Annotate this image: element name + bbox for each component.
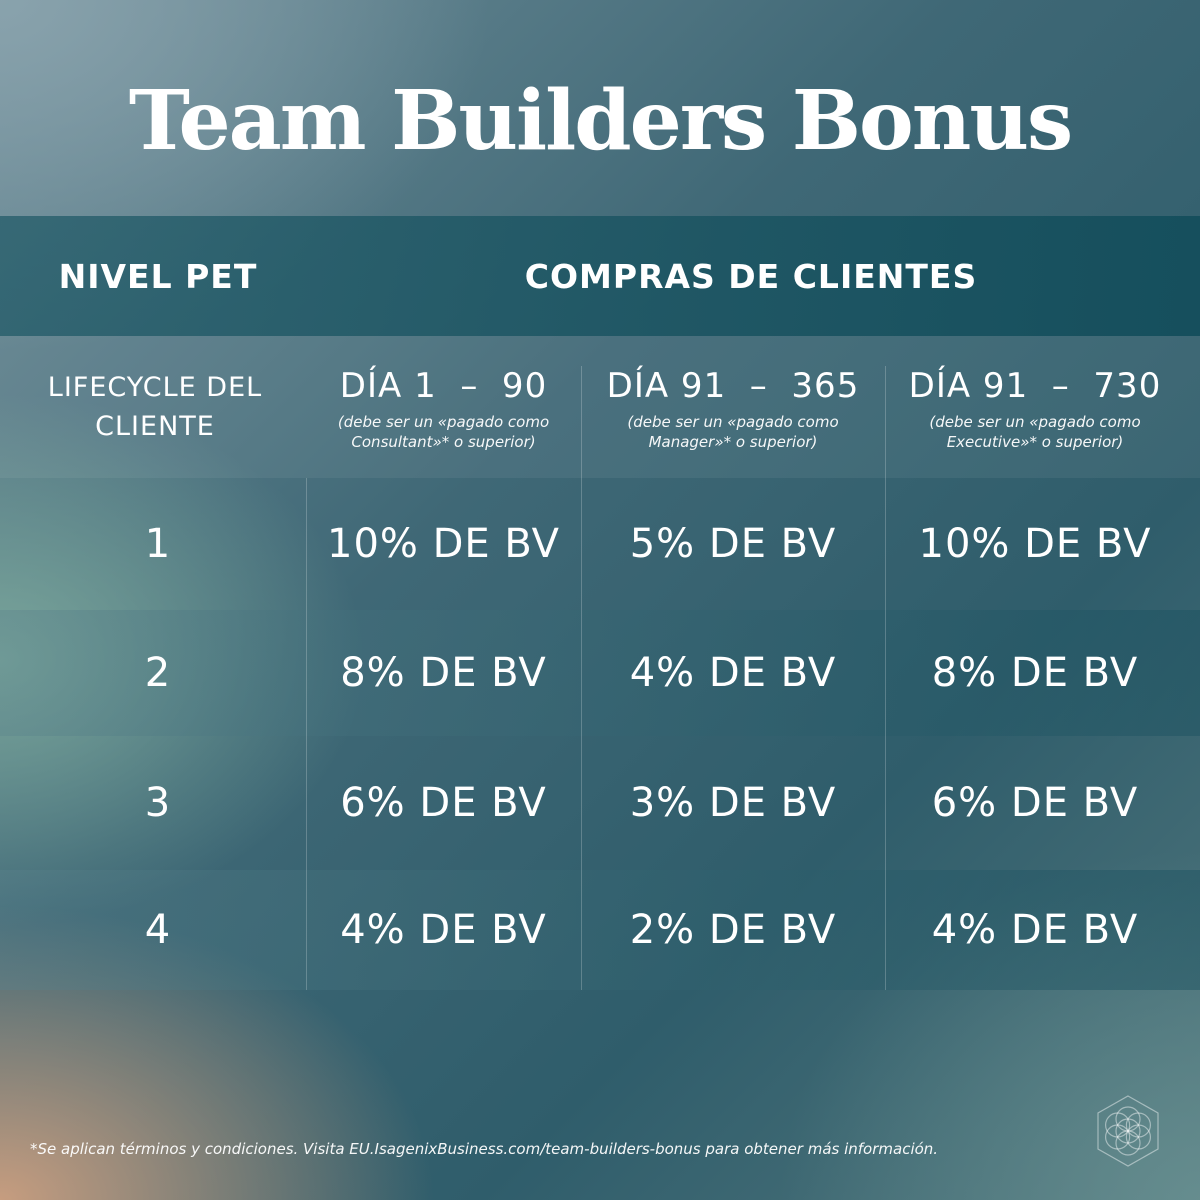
row-band-2: [0, 610, 1200, 736]
lifecycle-label: LIFECYCLE DEL CLIENTE: [0, 336, 310, 478]
period-label: DÍA 91 – 365: [606, 366, 860, 406]
period-label: DÍA 1 – 90: [339, 366, 548, 406]
subheader-band: [0, 336, 1200, 478]
flower-of-life-icon: [1097, 1095, 1159, 1167]
table-header: [0, 216, 1200, 336]
row-2-level: 2: [144, 650, 172, 696]
period-note: (debe ser un «pagado como Manager»* o su…: [581, 412, 885, 453]
row-1-value-3: 10% DE BV: [918, 521, 1152, 567]
page-title: Team Builders Bonus: [128, 73, 1073, 169]
period-note: (debe ser un «pagado como Consultant»* o…: [306, 412, 581, 453]
row-1-value-2: 5% DE BV: [629, 521, 837, 567]
period-note-line2: Consultant»* o superior): [351, 433, 536, 452]
row-2-value-2: 4% DE BV: [629, 650, 837, 696]
period-note-line2: Manager»* o superior): [648, 433, 818, 452]
period-note-line2: Executive»* o superior): [946, 433, 1124, 452]
column-divider: [581, 366, 582, 990]
row-4-level: 4: [144, 907, 172, 953]
row-3-level: 3: [144, 780, 172, 826]
row-3-value-1: 6% DE BV: [340, 780, 547, 826]
period-header-1: DÍA 1 – 90 (debe ser un «pagado como Con…: [306, 366, 581, 486]
period-note: (debe ser un «pagado como Executive»* o …: [885, 412, 1185, 453]
header-compras-de-clientes: COMPRAS DE CLIENTES: [524, 256, 978, 296]
row-1-level: 1: [144, 521, 172, 567]
lifecycle-label-line1: LIFECYCLE DEL: [47, 371, 263, 403]
period-header-3: DÍA 91 – 730 (debe ser un «pagado como E…: [885, 366, 1185, 486]
row-4-value-2: 2% DE BV: [629, 907, 837, 953]
period-note-line1: (debe ser un «pagado como: [627, 413, 839, 431]
row-3-value-3: 6% DE BV: [931, 780, 1139, 826]
row-4-value-3: 4% DE BV: [931, 907, 1139, 953]
row-band-4: [0, 870, 1200, 990]
period-note-line1: (debe ser un «pagado como: [337, 413, 550, 431]
period-label: DÍA 91 – 730: [908, 366, 1162, 406]
period-note-line1: (debe ser un «pagado como: [929, 413, 1141, 431]
period-header-2: DÍA 91 – 365 (debe ser un «pagado como M…: [581, 366, 885, 486]
header-nivel-pet: NIVEL PET: [58, 256, 258, 296]
lifecycle-label-line2: CLIENTE: [95, 411, 215, 442]
row-1-value-1: 10% DE BV: [327, 521, 560, 567]
column-divider: [306, 478, 307, 990]
bonus-table: NIVEL PET COMPRAS DE CLIENTES LIFECYCLE …: [0, 216, 1200, 990]
column-divider: [885, 366, 886, 990]
row-2-value-1: 8% DE BV: [340, 650, 547, 696]
row-3-value-2: 3% DE BV: [629, 780, 837, 826]
row-4-value-1: 4% DE BV: [340, 907, 547, 953]
footer-disclaimer: *Se aplican términos y condiciones. Visi…: [30, 1140, 939, 1158]
row-2-value-3: 8% DE BV: [931, 650, 1139, 696]
